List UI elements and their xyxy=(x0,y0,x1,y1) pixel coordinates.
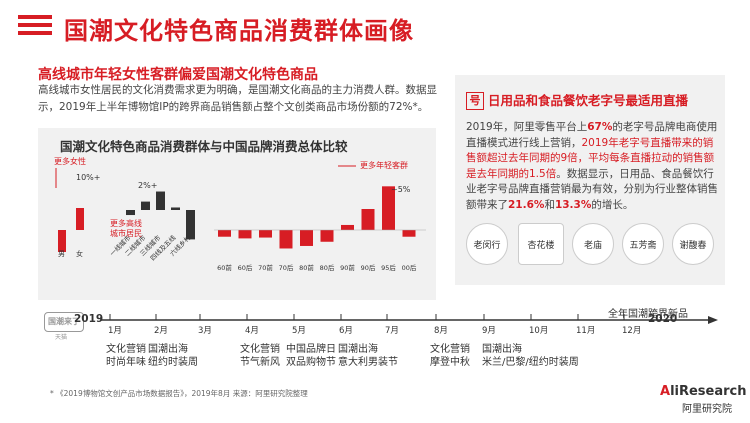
bar-city xyxy=(156,191,165,210)
bar-age xyxy=(238,230,252,239)
timeline-month: 2月 xyxy=(154,326,168,336)
text-part: 的老字号品牌电商使用直播模式进行线上营销， xyxy=(466,121,718,149)
tick-age: 95后 xyxy=(381,263,396,272)
timeline-event: 国潮出海 意大利男装节 xyxy=(338,344,398,368)
timeline-month: 12月 xyxy=(622,326,642,336)
bar-gender xyxy=(58,230,66,252)
text-part: 2019年，阿里零售平台上 xyxy=(466,121,588,133)
guochao-badge-sub: 天猫 xyxy=(55,334,68,341)
title-stripes-icon xyxy=(18,15,52,39)
tick-age: 60后 xyxy=(238,263,253,272)
bar-age xyxy=(402,230,416,237)
timeline-axis xyxy=(100,314,718,324)
right-panel-text: 2019年，阿里零售平台上67%的老字号品牌电商使用直播模式进行线上营销，201… xyxy=(466,120,718,213)
section-subheading: 高线城市年轻女性客群偏爱国潮文化特色商品 xyxy=(38,67,318,83)
timeline-month: 1月 xyxy=(108,326,122,336)
tick-age: 90前 xyxy=(340,263,355,272)
brand-logo-text: AliResearch xyxy=(660,384,747,399)
year-end: 2020 xyxy=(648,313,678,325)
highlight-216: 21.6% xyxy=(508,198,545,211)
brand-logos: 老闵行 杏花楼 老庙 五芳斋 谢馥春 xyxy=(466,223,720,271)
timeline-event: 文化营销 摩登中秋 xyxy=(430,344,470,368)
timeline-month: 11月 xyxy=(576,326,596,336)
tick-age: 70后 xyxy=(279,263,294,272)
right-panel-title: 日用品和食品餐饮老字号最适用直播 xyxy=(488,93,689,108)
tick-gender: 男 xyxy=(58,250,65,258)
bar-age xyxy=(300,230,313,246)
bar-city xyxy=(186,210,195,240)
tick-age: 00后 xyxy=(402,263,417,272)
chart-title: 国潮文化特色商品消费群体与中国品牌消费总体比较 xyxy=(60,139,348,154)
brand-logo: 老庙 xyxy=(572,223,614,265)
timeline-month: 3月 xyxy=(198,326,212,336)
annotation-highline: 更多高线 xyxy=(110,218,142,228)
timeline-month: 7月 xyxy=(385,326,399,336)
bar-gender xyxy=(76,208,84,230)
bar-age xyxy=(341,224,354,230)
timeline-month: 6月 xyxy=(339,326,353,336)
timeline-event: 文化营销 节气新风 xyxy=(240,344,280,368)
new-items-label: 全年国潮跨界新品 xyxy=(608,309,688,320)
footnote: * 《2019博物馆文创产品市场数据报告》，2019年8月 来源：阿里研究院整理 xyxy=(50,389,308,398)
text-part: 和 xyxy=(544,198,555,211)
comparison-chart: 男女更多女性10%+一线城市二线城市三线城市四线及五线六线乡村2%+更多高线城市… xyxy=(54,156,426,272)
brand-logo: 谢馥春 xyxy=(672,223,714,265)
annotation-more-young: 更多年轻客群 xyxy=(360,160,408,170)
annotation-more-female: 更多女性 xyxy=(54,156,86,166)
tick-age: 70前 xyxy=(258,263,273,272)
page-title: 国潮文化特色商品消费群体画像 xyxy=(64,17,414,45)
timeline-event: 文化营销 时尚年味 xyxy=(106,344,146,368)
bar-city xyxy=(171,207,180,210)
section-paragraph: 高线城市女性居民的文化消费需求更为明确，是国潮文化商品的主力消费人群。数据显示，… xyxy=(38,84,437,113)
bar-age xyxy=(361,209,375,230)
tick-age: 60前 xyxy=(217,263,232,272)
year-start: 2019 xyxy=(74,313,104,325)
highlight-67: 67% xyxy=(587,121,613,133)
timeline-month: 9月 xyxy=(482,326,496,336)
guochao-badge: 国潮来了 xyxy=(44,312,84,332)
timeline-month: 10月 xyxy=(529,326,549,336)
brand-name: liResearch xyxy=(670,384,747,399)
timeline-month: 5月 xyxy=(292,326,306,336)
tick-age: 80后 xyxy=(320,263,335,272)
annotation-highline: 城市居民 xyxy=(110,228,142,238)
bar-age xyxy=(218,230,231,237)
timeline-event: 中国品牌日 双品购物节 xyxy=(286,344,336,368)
tick-gender: 女 xyxy=(76,249,83,258)
timeline-event: 国潮出海 米兰/巴黎/纽约时装周 xyxy=(482,344,579,368)
bar-age xyxy=(320,230,334,242)
bar-age xyxy=(259,230,272,238)
annotation-city-pct: 2%+ xyxy=(138,181,157,190)
text-part: 。数据显示，日用品、食品餐饮行业老字号品牌直播营销最为有效，分别为行业整体销售额… xyxy=(466,167,718,211)
highlight-sales: 2019年老字号直播带来的销售额超过去年同期的9倍，平均每条直播拉动的销售额是去… xyxy=(466,136,715,180)
laozihao-icon: 号 xyxy=(466,92,484,110)
timeline-event: 国潮出海 纽约时装周 xyxy=(148,344,198,368)
tick-age: 90后 xyxy=(361,263,376,272)
bar-city xyxy=(126,210,135,216)
text-part: 的增长。 xyxy=(591,198,634,211)
bar-city xyxy=(141,201,150,210)
annotation-female-pct: 10%+ xyxy=(76,173,100,182)
bar-age xyxy=(382,186,395,230)
timeline-month: 4月 xyxy=(245,326,259,336)
tick-age: 80前 xyxy=(299,263,314,272)
brand-logo: 杏花楼 xyxy=(518,223,564,265)
annotation-young-pct: ~5% xyxy=(391,185,411,194)
brand-sub: 阿里研究院 xyxy=(682,404,732,415)
brand-logo: 老闵行 xyxy=(466,223,508,265)
highlight-133: 13.3% xyxy=(554,198,592,211)
bar-age xyxy=(279,230,293,249)
brand-logo: 五芳斋 xyxy=(622,223,664,265)
timeline-month: 8月 xyxy=(434,326,448,336)
